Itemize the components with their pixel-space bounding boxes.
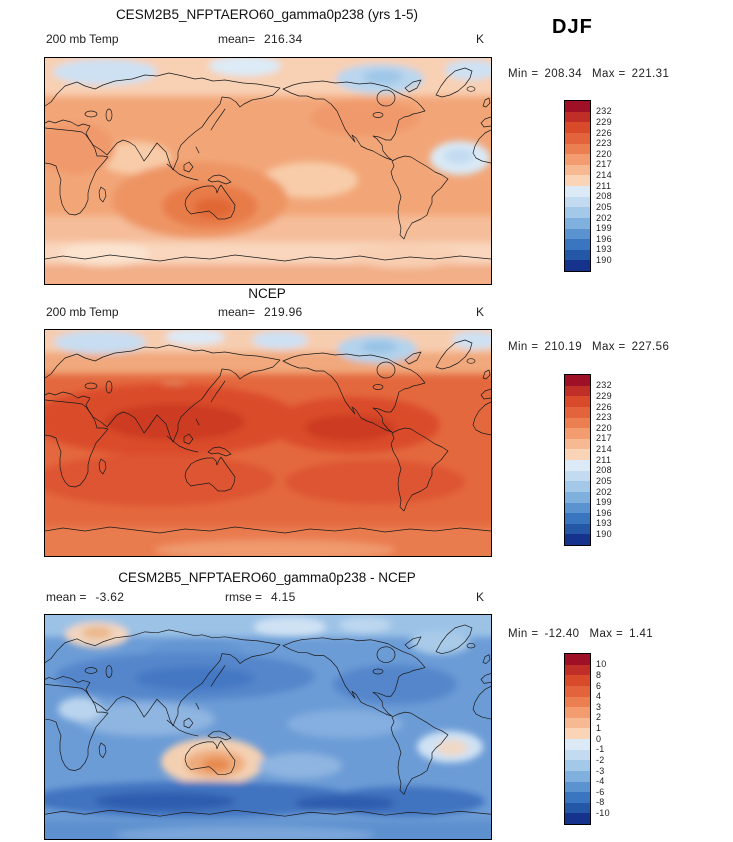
season-label: DJF: [552, 16, 593, 38]
panel3-rmse-value: 4.15: [271, 590, 296, 604]
contour-fill-panel1: [45, 58, 491, 284]
colorbar-panel2: 232 229 226 223 220 217 214 211 208 205 202 199 196 1…: [564, 374, 644, 548]
panel2-mean: mean= 219.96: [218, 305, 303, 319]
panel3-min-value: -12.40: [544, 628, 580, 640]
panel1-mean: mean= 216.34: [218, 32, 303, 46]
contour-fill-panel3: [45, 615, 491, 839]
panel3-mean: mean = -3.62: [46, 590, 124, 604]
panel3-min-label: Min =: [508, 628, 539, 640]
panel3-rmse: rmse = 4.15: [225, 590, 296, 604]
panel1-max-label: Max =: [592, 68, 626, 80]
map-panel1-model: [44, 57, 492, 285]
panel3-max-label: Max =: [589, 628, 624, 640]
panel2-max-value: 227.56: [631, 341, 670, 353]
panel2-max-label: Max =: [592, 341, 626, 353]
panel2-min-value: 210.19: [544, 341, 583, 353]
panel2-mean-label: mean=: [218, 305, 256, 319]
colorbar-panel1: 232 229 226 223 220 217 214 211 208 205 202 199 196 1…: [564, 100, 644, 274]
panel3-title: CESM2B5_NFPTAERO60_gamma0p238 - NCEP: [118, 570, 416, 585]
panel1-mean-label: mean=: [218, 32, 256, 46]
panel1-max-value: 221.31: [631, 68, 670, 80]
panel3-mean-value: -3.62: [95, 590, 125, 604]
panel2-title: NCEP: [248, 286, 286, 301]
panel1-mean-value: 216.34: [264, 32, 303, 46]
colorbar-panel1-swatches: [564, 100, 591, 272]
panel3-max-value: 1.41: [629, 628, 654, 640]
colorbar-panel3-swatches: [564, 653, 591, 825]
panel1-title: CESM2B5_NFPTAERO60_gamma0p238 (yrs 1-5): [115, 7, 419, 22]
panel2-units-label: K: [476, 305, 485, 319]
panel3-mean-label: mean =: [46, 590, 87, 604]
panel1-minmax: Min = 208.34 Max = 221.31: [508, 68, 669, 80]
panel1-min-label: Min =: [508, 68, 539, 80]
panel1-min-value: 208.34: [544, 68, 583, 80]
panel2-minmax: Min = 210.19 Max = 227.56: [508, 341, 669, 353]
panel2-mean-value: 219.96: [264, 305, 303, 319]
panel3-rmse-label: rmse =: [225, 590, 263, 604]
colorbar-panel2-swatches: [564, 374, 591, 546]
colorbar-panel1-ticks: 232 229 226 223 220 217 214 211 208 205 202 199 196 1…: [596, 106, 612, 266]
panel2-min-label: Min =: [508, 341, 539, 353]
map-panel3-diff: [44, 614, 492, 840]
map-panel2-ncep: [44, 329, 492, 557]
panel3-units-label: K: [476, 590, 485, 604]
panel2-field-label: 200 mb Temp: [46, 305, 119, 319]
panel1-units-label: K: [476, 32, 485, 46]
colorbar-panel3-ticks: 10 8 6 4 3 2 1 0 -1 -2 -3 -4 -6 -8 -10: [596, 659, 610, 819]
contour-fill-panel2: [45, 330, 491, 556]
panel1-field-label: 200 mb Temp: [46, 32, 119, 46]
colorbar-panel3: 10 8 6 4 3 2 1 0 -1 -2 -3 -4 -6 -8 -10: [564, 653, 644, 827]
panel3-minmax: Min = -12.40 Max = 1.41: [508, 628, 653, 640]
colorbar-panel2-ticks: 232 229 226 223 220 217 214 211 208 205 202 199 196 1…: [596, 380, 612, 540]
